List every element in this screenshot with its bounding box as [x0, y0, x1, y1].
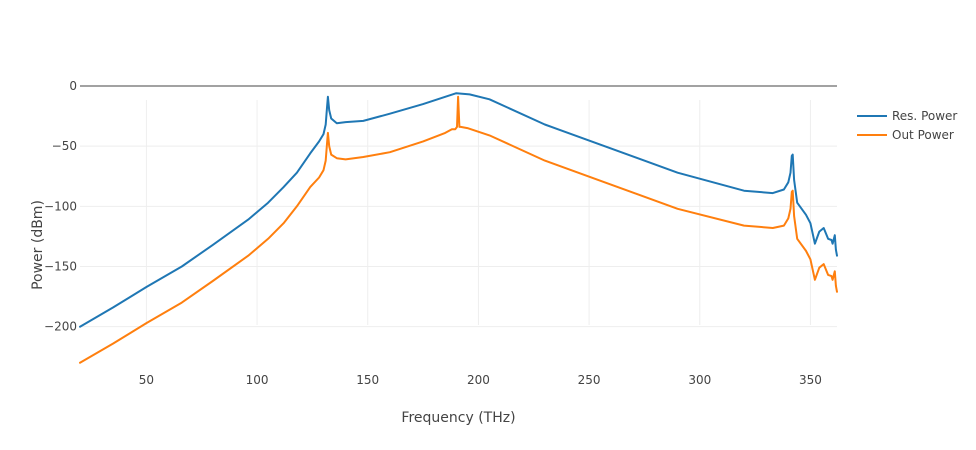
x-tick-label: 300	[688, 373, 711, 387]
y-tick-label: −50	[52, 139, 77, 153]
x-tick-label: 150	[356, 373, 379, 387]
grid-layer	[80, 100, 837, 328]
legend[interactable]: Res. Power Out Power	[857, 109, 957, 142]
y-tick-label: −150	[44, 260, 77, 274]
x-tick-label: 200	[467, 373, 490, 387]
x-tick-label: 100	[246, 373, 269, 387]
y-tick-label: −200	[44, 320, 77, 334]
legend-item-out-power[interactable]: Out Power	[857, 128, 954, 142]
y-tick-label: 0	[69, 79, 77, 93]
axis-layer: 50 100 150 200 250 300 350 0 −50 −100 −150 −200	[44, 79, 837, 387]
legend-item-res-power[interactable]: Res. Power	[857, 109, 957, 123]
series-line-out-power	[79, 95, 838, 364]
x-axis-title: Frequency (THz)	[401, 410, 515, 426]
series-layer	[79, 92, 838, 364]
y-axis-title: Power (dBm)	[30, 200, 46, 290]
series-line-res-power	[79, 92, 838, 328]
y-tick-label: −100	[44, 199, 77, 213]
x-tick-label: 50	[139, 373, 154, 387]
legend-label: Out Power	[892, 128, 954, 142]
x-tick-label: 250	[578, 373, 601, 387]
legend-label: Res. Power	[892, 109, 957, 123]
x-tick-label: 350	[799, 373, 822, 387]
